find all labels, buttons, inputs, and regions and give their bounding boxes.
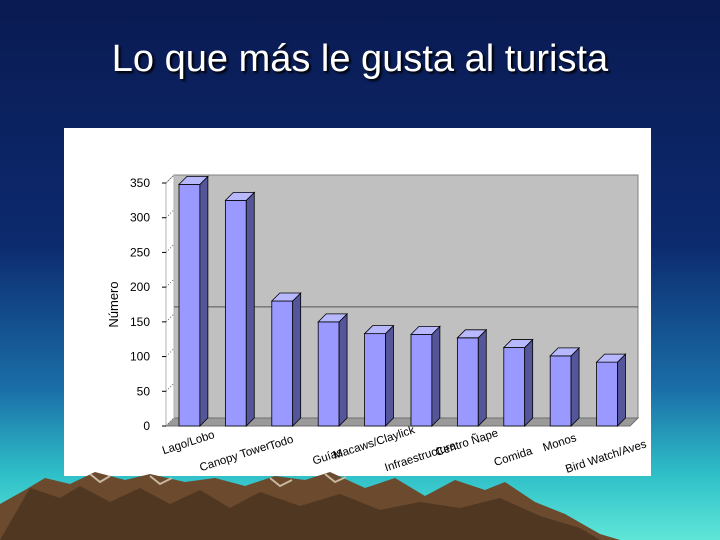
- bar-top-face: [317, 313, 349, 323]
- x-tick-label: Lago/Lobo: [161, 429, 216, 457]
- y-tick-label: 300: [130, 211, 150, 225]
- bar-side-face: [570, 346, 580, 427]
- bar-side-face: [199, 175, 209, 427]
- mountain-range-decoration: [0, 472, 620, 540]
- bar-front-face: [596, 361, 618, 427]
- y-tick-label: 150: [130, 315, 150, 329]
- bar-side-face: [338, 312, 348, 427]
- bar-side-face: [385, 324, 394, 427]
- bar-chart: 050100150200250300350NúmeroLago/LoboCano…: [106, 173, 648, 476]
- y-tick-guide: [165, 313, 175, 323]
- y-tick-guide: [165, 348, 175, 357]
- bar-top-face: [502, 339, 534, 348]
- bar-side-face: [245, 191, 255, 427]
- plot-side-wall: [165, 173, 175, 428]
- bar-front-face: [410, 333, 433, 427]
- bar: [549, 346, 581, 427]
- y-tick-guide: [165, 209, 175, 219]
- bar-top-face: [270, 292, 302, 302]
- y-tick-label: 100: [130, 350, 150, 364]
- bar: [224, 191, 256, 427]
- bar-front-face: [317, 321, 340, 427]
- y-tick-guide: [165, 244, 175, 253]
- bar: [595, 353, 627, 427]
- bar-top-face: [363, 325, 395, 335]
- bar-top-face: [410, 325, 441, 335]
- y-tick-label: 0: [143, 419, 150, 433]
- y-tick-guide: [165, 417, 175, 427]
- bar-top-face: [224, 191, 256, 201]
- y-tick-label: 200: [130, 280, 150, 294]
- bar-side-face: [477, 328, 487, 427]
- bar: [456, 328, 488, 427]
- bar-top-face: [595, 353, 627, 363]
- y-tick-label: 250: [130, 245, 150, 259]
- chart-panel: 0 50 100 150 200 250 300 350 Número Lago/Lobo Cano…: [64, 128, 651, 476]
- bar-front-face: [503, 347, 526, 427]
- y-tick-label: 50: [137, 384, 151, 398]
- bar: [502, 338, 534, 427]
- bar-side-face: [524, 338, 534, 427]
- x-tick-label: Todo: [268, 434, 295, 453]
- x-tick-label: Comida: [493, 445, 535, 469]
- y-tick-guide: [165, 278, 175, 288]
- bar-side-face: [431, 325, 441, 427]
- x-tick-label: Monos: [541, 432, 578, 454]
- y-tick-guide: [165, 174, 175, 184]
- bar-front-face: [549, 355, 572, 427]
- y-axis-label: Número: [106, 281, 121, 327]
- bar-top-face: [178, 175, 209, 185]
- slide-title: Lo que más le gusta al turista: [111, 38, 609, 80]
- bar: [317, 312, 349, 427]
- bar-front-face: [456, 337, 479, 427]
- bar-front-face: [224, 199, 247, 427]
- bar: [363, 324, 395, 427]
- bar: [270, 292, 302, 427]
- bar-side-face: [292, 292, 302, 427]
- y-tick-guide: [165, 382, 175, 392]
- bar-front-face: [271, 300, 294, 427]
- y-tick-label: 350: [130, 176, 150, 190]
- bar-side-face: [617, 353, 626, 427]
- bar: [410, 325, 441, 427]
- bar-front-face: [364, 333, 386, 427]
- bar-top-face: [456, 329, 488, 339]
- bar: [178, 175, 209, 427]
- bar-top-face: [549, 347, 581, 357]
- bar-front-face: [178, 183, 201, 427]
